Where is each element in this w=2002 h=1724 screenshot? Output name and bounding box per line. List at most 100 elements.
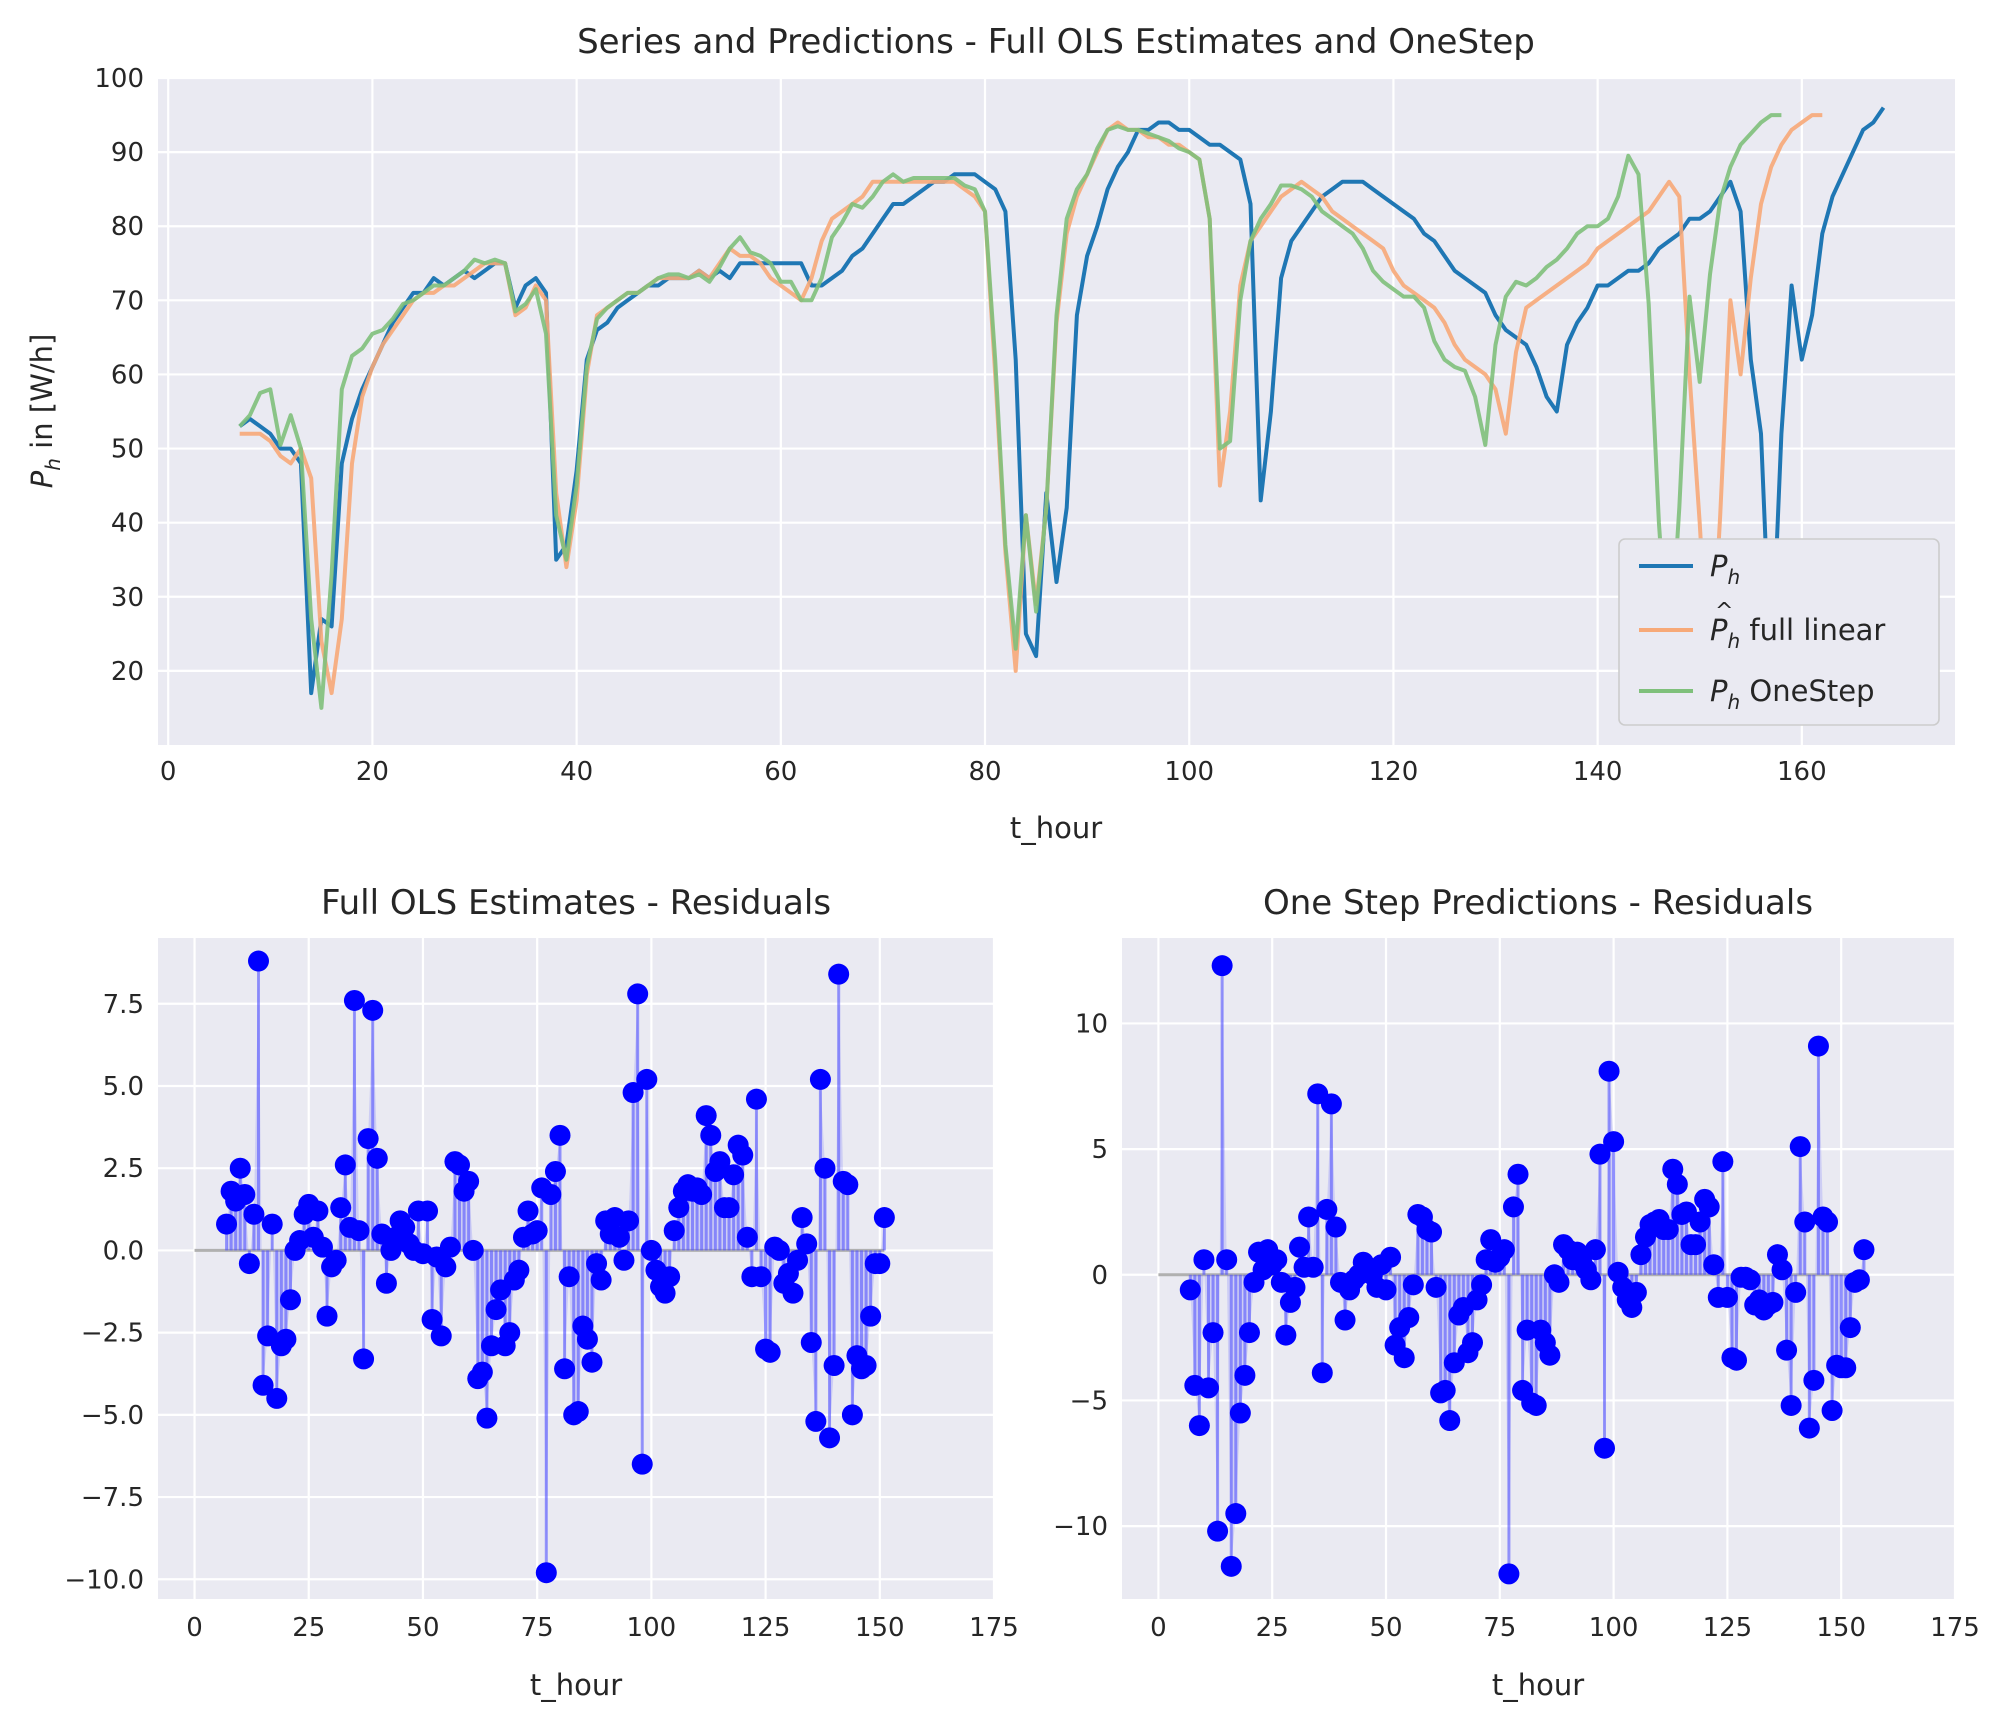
top-y-axis-label: Ph in [W/h] [25,334,65,489]
ols-residuals-stem-marker [394,1216,416,1238]
ols-residuals-stem-marker [325,1249,347,1271]
ols-residuals-stem-marker [659,1266,681,1288]
legend-label-onestep: Ph OneStep [1710,674,1874,714]
onestep-residuals-stem-marker [1284,1276,1306,1298]
ols-residuals-stem-marker [554,1358,576,1380]
ols-residuals-stem-marker [375,1272,397,1294]
onestep-residuals-stem-marker [1202,1322,1224,1344]
onestep-residuals-stem-marker [1712,1151,1734,1173]
onestep-residuals-stem-marker [1685,1234,1707,1256]
onestep-residuals-stem-marker [1311,1362,1333,1384]
onestep-residuals-stem-marker [1507,1163,1529,1185]
ols-residuals-stem-marker [768,1239,790,1261]
onestep-residuals-stem-marker [1197,1377,1219,1399]
ols-residuals-stem-marker [348,1220,370,1242]
ols-residuals-stem-marker [471,1361,493,1383]
onestep-residuals-stem-marker [1179,1279,1201,1301]
onestep-residuals-stem-marker [1821,1400,1843,1422]
ols-residuals-stem-marker [586,1253,608,1275]
ols-residuals-y-tick-label: 5.0 [103,1072,144,1102]
ols-residuals-stem-marker [823,1355,845,1377]
ols-residuals-stem-marker [549,1124,571,1146]
ols-residuals-stem-marker [417,1200,439,1222]
ols-residuals-stem-marker [435,1256,457,1278]
ols-residuals-stem-marker [248,950,270,972]
ols-residuals-stem-marker [796,1233,818,1255]
ols-residuals-y-tick-label: −7.5 [81,1483,144,1513]
ols-residuals-y-tick-label: −2.5 [81,1319,144,1349]
onestep-residuals-stem-marker [1461,1332,1483,1354]
ols-residuals-stem-marker [608,1226,630,1248]
onestep-residuals-y-ticks: −10 −5 0 5 10 [1053,1009,1108,1542]
ols-residuals-stem-marker [330,1197,352,1219]
onestep-residuals-stem-marker [1657,1219,1679,1241]
ols-residuals-stem-marker [366,1147,388,1169]
onestep-residuals-stem-marker [1525,1394,1547,1416]
onestep-residuals-stem-marker [1298,1206,1320,1228]
onestep-residuals-chart: 0 25 50 75 100 125 150 175 −10 −5 0 5 10 One Step P… [1053,883,1980,1702]
ols-residuals-x-tick-label: 150 [855,1613,905,1643]
top-x-tick-label: 40 [560,757,593,787]
ols-residuals-stem-marker [517,1200,539,1222]
top-x-axis-label: t_hour [1010,811,1102,845]
ols-residuals-stem-marker [668,1197,690,1219]
onestep-residuals-stem-marker [1666,1173,1688,1195]
ols-residuals-stem-marker [458,1170,480,1192]
legend-box [1618,538,1940,726]
ols-residuals-stem-marker [476,1407,498,1429]
onestep-residuals-x-tick-label: 0 [1150,1613,1167,1643]
ols-residuals-stem-marker [266,1387,288,1409]
ols-residuals-y-ticks: −10.0 −7.5 −5.0 −2.5 0.0 2.5 5.0 7.5 [64,990,144,1595]
onestep-residuals-stem-marker [1839,1317,1861,1339]
onestep-residuals-stem-marker [1580,1269,1602,1291]
onestep-residuals-stem-marker [1302,1256,1324,1278]
ols-residuals-stem-marker [663,1220,685,1242]
onestep-residuals-stem-marker [1425,1276,1447,1298]
ols-residuals-stem-marker [732,1144,754,1166]
ols-residuals-stem-marker [873,1207,895,1229]
ols-residuals-stem-marker [353,1348,375,1370]
onestep-residuals-stem-marker [1603,1131,1625,1153]
onestep-residuals-stem-marker [1320,1093,1342,1115]
ols-residuals-stem-marker [275,1328,297,1350]
ols-residuals-stem-marker [362,999,384,1021]
onestep-residuals-stem-marker [1316,1198,1338,1220]
onestep-residuals-stem-marker [1402,1274,1424,1296]
onestep-residuals-stem-marker [1817,1211,1839,1233]
ols-residuals-stem-marker [334,1154,356,1176]
onestep-residuals-stem-marker [1398,1307,1420,1329]
ols-residuals-x-axis-label: t_hour [530,1668,622,1702]
ols-residuals-x-tick-label: 100 [627,1613,677,1643]
top-x-tick-label: 140 [1573,757,1623,787]
onestep-residuals-y-tick-label: 10 [1075,1009,1108,1039]
onestep-residuals-stem-marker [1848,1269,1870,1291]
onestep-residuals-x-axis-label: t_hour [1492,1668,1584,1702]
ols-residuals-stem-marker [636,1068,658,1090]
onestep-residuals-stem-marker [1325,1216,1347,1238]
ols-residuals-stem-marker [279,1289,301,1311]
ols-residuals-stem-marker [860,1305,882,1327]
ols-residuals-stem-marker [745,1088,767,1110]
onestep-residuals-stem-marker [1439,1410,1461,1432]
top-y-tick-label: 80 [111,212,144,242]
ols-residuals-x-tick-label: 0 [186,1613,203,1643]
onestep-residuals-stem-marker [1216,1249,1238,1271]
ols-residuals-stem-marker [750,1266,772,1288]
ols-residuals-stem-marker [238,1253,260,1275]
ols-residuals-stem-marker [631,1453,653,1475]
onestep-residuals-stem-marker [1803,1369,1825,1391]
ols-residuals-stem-marker [261,1213,283,1235]
ols-residuals-stem-marker [544,1160,566,1182]
ols-residuals-y-tick-label: 7.5 [103,990,144,1020]
ols-residuals-stem-marker [819,1427,841,1449]
ols-residuals-stem-marker [782,1282,804,1304]
onestep-residuals-stem-marker [1762,1291,1784,1313]
ols-residuals-stem-marker [828,963,850,985]
onestep-residuals-stems [1158,955,1875,1585]
onestep-residuals-stem-marker [1266,1249,1288,1271]
onestep-residuals-x-tick-label: 100 [1589,1613,1639,1643]
top-y-tick-label: 20 [111,657,144,687]
onestep-residuals-stem-marker [1193,1249,1215,1271]
ols-residuals-stem-marker [691,1184,713,1206]
ols-residuals-stem-marker [558,1266,580,1288]
